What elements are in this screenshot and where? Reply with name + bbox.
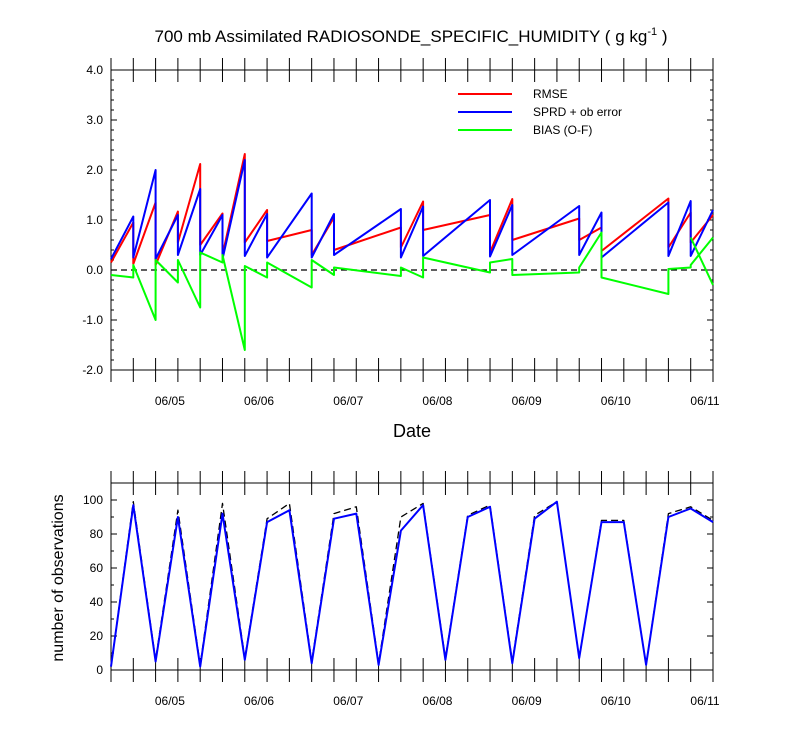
bottom-x-tick-label: 06/06 xyxy=(244,694,274,708)
bottom-x-tick-label: 06/05 xyxy=(155,694,185,708)
y-axis-title-bottom: number of observations xyxy=(50,494,67,661)
bottom-y-tick-label: 20 xyxy=(90,629,104,643)
bottom-y-tick-label: 40 xyxy=(90,595,104,609)
top-x-tick-label: 06/05 xyxy=(155,394,185,408)
bottom-x-tick-label: 06/08 xyxy=(422,694,452,708)
bottom-y-tick-label: 100 xyxy=(83,493,103,507)
top-series-bias-tail xyxy=(689,237,714,286)
top-y-tick-label: 3.0 xyxy=(86,113,103,127)
bottom-plot-frame xyxy=(110,482,714,671)
top-series-bias-o-f xyxy=(110,231,714,351)
top-axes: -2.0 -1.0 0.0 1.0 2.0 3.0 4.0 06/05 06/06 06/07 06… xyxy=(82,58,720,408)
bottom-series-group xyxy=(110,500,714,668)
top-y-tick-label: 0.0 xyxy=(86,263,103,277)
legend: RMSE SPRD + ob error BIAS (O-F) xyxy=(458,87,622,137)
top-y-tick-label: 2.0 xyxy=(86,163,103,177)
top-x-tick-label: 06/09 xyxy=(512,394,542,408)
legend-label-2: BIAS (O-F) xyxy=(533,123,592,137)
top-series-sprd-ob-error xyxy=(110,159,714,260)
top-series-group xyxy=(110,153,714,351)
chart-title: 700 mb Assimilated RADIOSONDE_SPECIFIC_H… xyxy=(155,26,668,46)
top-x-tick-label: 06/06 xyxy=(244,394,274,408)
top-y-tick-label: -2.0 xyxy=(82,363,103,377)
top-y-tick-label: 4.0 xyxy=(86,63,103,77)
bottom-series-possible xyxy=(110,501,714,667)
chart-title-superscript: -1 xyxy=(647,26,657,38)
top-x-tick-label: 06/11 xyxy=(690,394,719,408)
top-x-tick-label: 06/07 xyxy=(333,394,363,408)
bottom-series-used xyxy=(110,500,714,668)
bottom-axes: 0 20 40 60 80 100 06/05 06/06 06/07 06/08 06/09 06/… xyxy=(83,471,720,708)
bottom-x-tick-label: 06/10 xyxy=(601,694,631,708)
top-y-tick-label: 1.0 xyxy=(86,213,103,227)
top-y-tick-label: -1.0 xyxy=(82,313,103,327)
legend-label-0: RMSE xyxy=(533,87,568,101)
chart-title-suffix: ) xyxy=(657,27,667,46)
top-plot-frame xyxy=(110,69,714,371)
top-x-tick-label: 06/08 xyxy=(422,394,452,408)
chart-title-text: 700 mb Assimilated RADIOSONDE_SPECIFIC_H… xyxy=(155,27,648,46)
bottom-x-tick-label: 06/07 xyxy=(333,694,363,708)
legend-label-1: SPRD + ob error xyxy=(533,105,622,119)
bottom-y-tick-label: 60 xyxy=(90,561,104,575)
bottom-x-tick-label: 06/09 xyxy=(512,694,542,708)
bottom-y-tick-label: 0 xyxy=(96,663,103,677)
x-axis-title: Date xyxy=(393,421,431,441)
bottom-x-tick-label: 06/11 xyxy=(690,694,719,708)
top-x-tick-label: 06/10 xyxy=(601,394,631,408)
top-series-rmse xyxy=(110,153,714,266)
bottom-y-tick-label: 80 xyxy=(90,527,104,541)
